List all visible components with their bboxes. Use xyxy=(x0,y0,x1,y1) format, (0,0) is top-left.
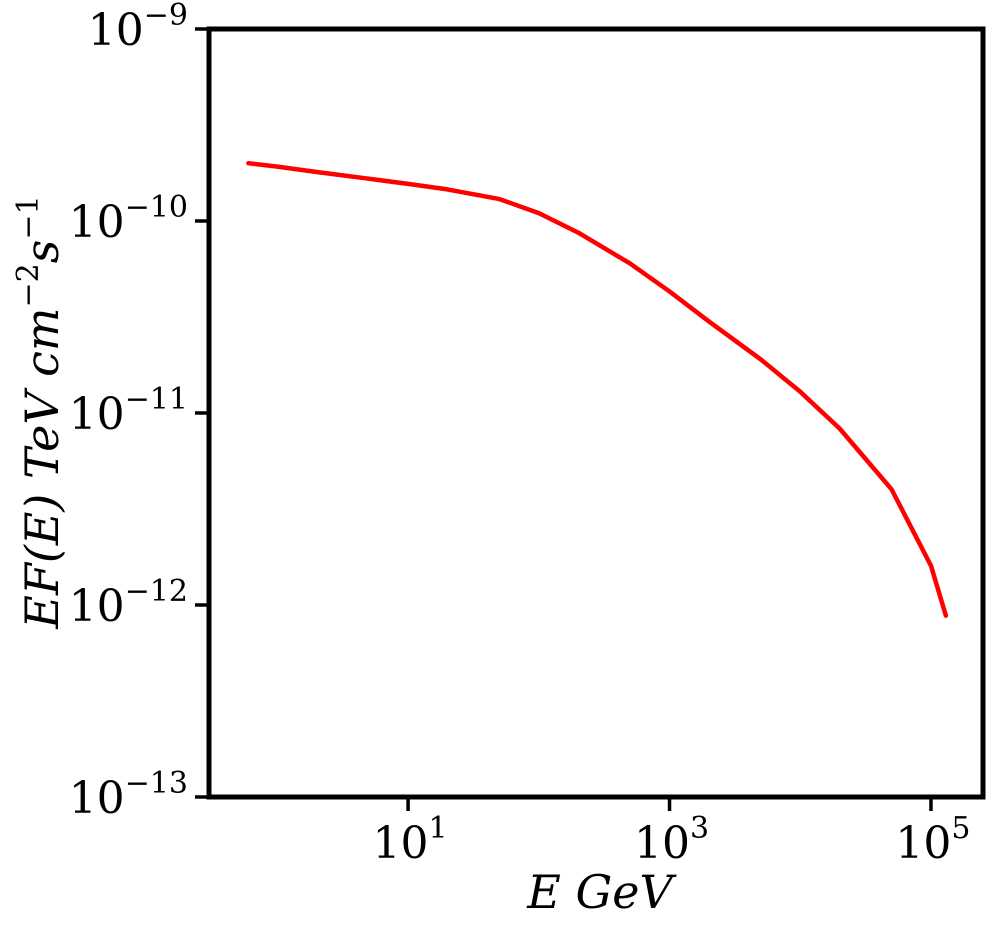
y-tick-label-0: 10−9 xyxy=(88,0,188,56)
x-tick-label-0: 101 xyxy=(373,811,448,869)
y-axis-label-exp-1: −2 xyxy=(11,263,46,307)
x-axis-label: E GeV xyxy=(526,865,677,919)
y-tick-label-4: 10−13 xyxy=(69,766,188,824)
x-tick-label-2: 105 xyxy=(895,811,970,869)
y-axis-label: EF(E) TeV cm−2s−1 xyxy=(11,195,69,629)
y-axis-label-text-2: s xyxy=(15,240,69,264)
y-axis-label-exp-2: −1 xyxy=(11,195,46,239)
y-tick-label-2: 10−11 xyxy=(69,382,188,440)
x-axis: 101 103 105 xyxy=(373,797,971,869)
y-axis: 10−9 10−10 10−11 10−12 10−13 xyxy=(69,0,209,824)
plot-frame xyxy=(206,26,986,800)
series-line xyxy=(246,160,949,618)
y-tick-label-1: 10−10 xyxy=(69,190,188,248)
plot-area xyxy=(206,26,986,800)
y-axis-label-text-1: EF(E) TeV cm xyxy=(15,307,69,629)
x-tick-label-1: 103 xyxy=(634,811,709,869)
y-tick-label-3: 10−12 xyxy=(69,574,188,632)
